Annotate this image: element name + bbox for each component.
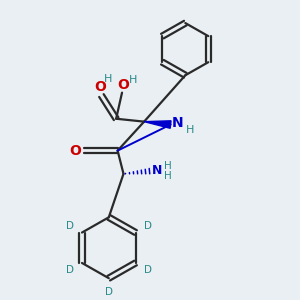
Text: H: H <box>186 125 194 135</box>
Text: H: H <box>164 161 172 171</box>
Text: H: H <box>164 171 172 181</box>
Text: O: O <box>118 77 129 92</box>
Text: D: D <box>144 220 152 231</box>
Text: N: N <box>152 164 162 177</box>
Text: D: D <box>66 220 74 231</box>
Text: O: O <box>70 144 81 158</box>
Text: D: D <box>144 265 152 275</box>
Text: H: H <box>129 76 137 85</box>
Text: O: O <box>94 80 106 94</box>
Text: D: D <box>105 287 113 297</box>
Polygon shape <box>144 121 171 128</box>
Text: D: D <box>66 265 74 275</box>
Text: N: N <box>171 116 183 130</box>
Text: H: H <box>104 74 112 84</box>
